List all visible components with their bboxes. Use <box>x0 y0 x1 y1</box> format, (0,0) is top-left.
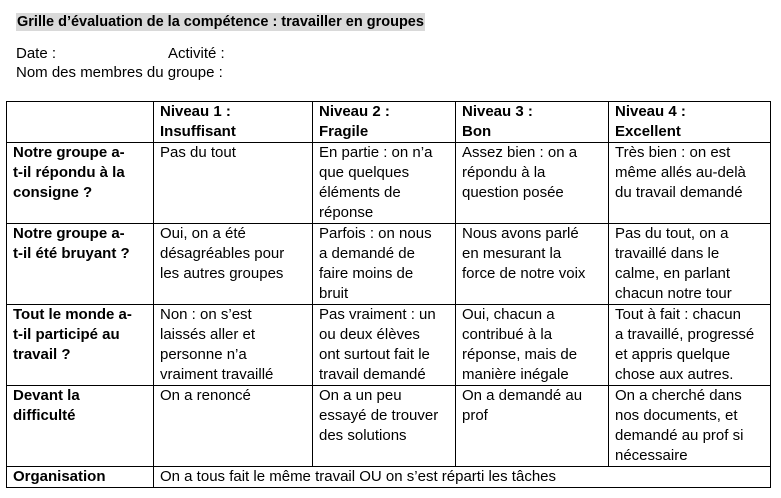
table-cell: Oui, chacun a contribué à la réponse, ma… <box>455 304 609 386</box>
header-row: Niveau 1 : Insuffisant Niveau 2 : Fragil… <box>6 101 771 143</box>
table-row: Notre groupe a- t-il répondu à la consig… <box>6 142 771 224</box>
members-label: Nom des membres du groupe : <box>16 64 223 81</box>
table-row: Tout le monde a- t-il participé au trava… <box>6 304 771 386</box>
criterion-cell: Notre groupe a- t-il répondu à la consig… <box>6 142 154 224</box>
table-cell: En partie : on n’a que quelques éléments… <box>312 142 456 224</box>
table-row: Notre groupe a- t-il été bruyant ? Oui, … <box>6 223 771 305</box>
criterion-cell: Devant la difficulté <box>6 385 154 467</box>
table-row-organisation: Organisation On a tous fait le même trav… <box>6 466 771 488</box>
header-cell: Niveau 4 : Excellent <box>608 101 771 143</box>
table-cell: On a un peu essayé de trouver des soluti… <box>312 385 456 467</box>
table-cell: Oui, on a été désagréables pour les autr… <box>153 223 313 305</box>
table-cell: Assez bien : on a répondu à la question … <box>455 142 609 224</box>
table-cell: Parfois : on nous a demandé de faire moi… <box>312 223 456 305</box>
date-label: Date : <box>16 45 57 62</box>
table-cell: On a demandé au prof <box>455 385 609 467</box>
evaluation-grid: Niveau 1 : Insuffisant Niveau 2 : Fragil… <box>6 101 771 488</box>
table-cell: Pas du tout <box>153 142 313 224</box>
page-title: Grille d’évaluation de la compétence : t… <box>16 13 425 31</box>
table-cell: Nous avons parlé en mesurant la force de… <box>455 223 609 305</box>
table-cell: Tout à fait : chacun a travaillé, progre… <box>608 304 771 386</box>
activity-label: Activité : <box>168 45 225 62</box>
criterion-cell: Organisation <box>6 466 154 488</box>
header-cell: Niveau 1 : Insuffisant <box>153 101 313 143</box>
table-cell: Pas vraiment : un ou deux élèves ont sur… <box>312 304 456 386</box>
table-cell: Très bien : on est même allés au-delà du… <box>608 142 771 224</box>
table-cell: On a cherché dans nos documents, et dema… <box>608 385 771 467</box>
table-cell: Non : on s’est laissés aller et personne… <box>153 304 313 386</box>
header-cell: Niveau 3 : Bon <box>455 101 609 143</box>
header-cell <box>6 101 154 143</box>
table-row: Devant la difficulté On a renoncé On a u… <box>6 385 771 467</box>
header-cell: Niveau 2 : Fragile <box>312 101 456 143</box>
table-cell: On a tous fait le même travail OU on s’e… <box>153 466 771 488</box>
table-cell: Pas du tout, on a travaillé dans le calm… <box>608 223 771 305</box>
table-cell: On a renoncé <box>153 385 313 467</box>
criterion-cell: Tout le monde a- t-il participé au trava… <box>6 304 154 386</box>
criterion-cell: Notre groupe a- t-il été bruyant ? <box>6 223 154 305</box>
